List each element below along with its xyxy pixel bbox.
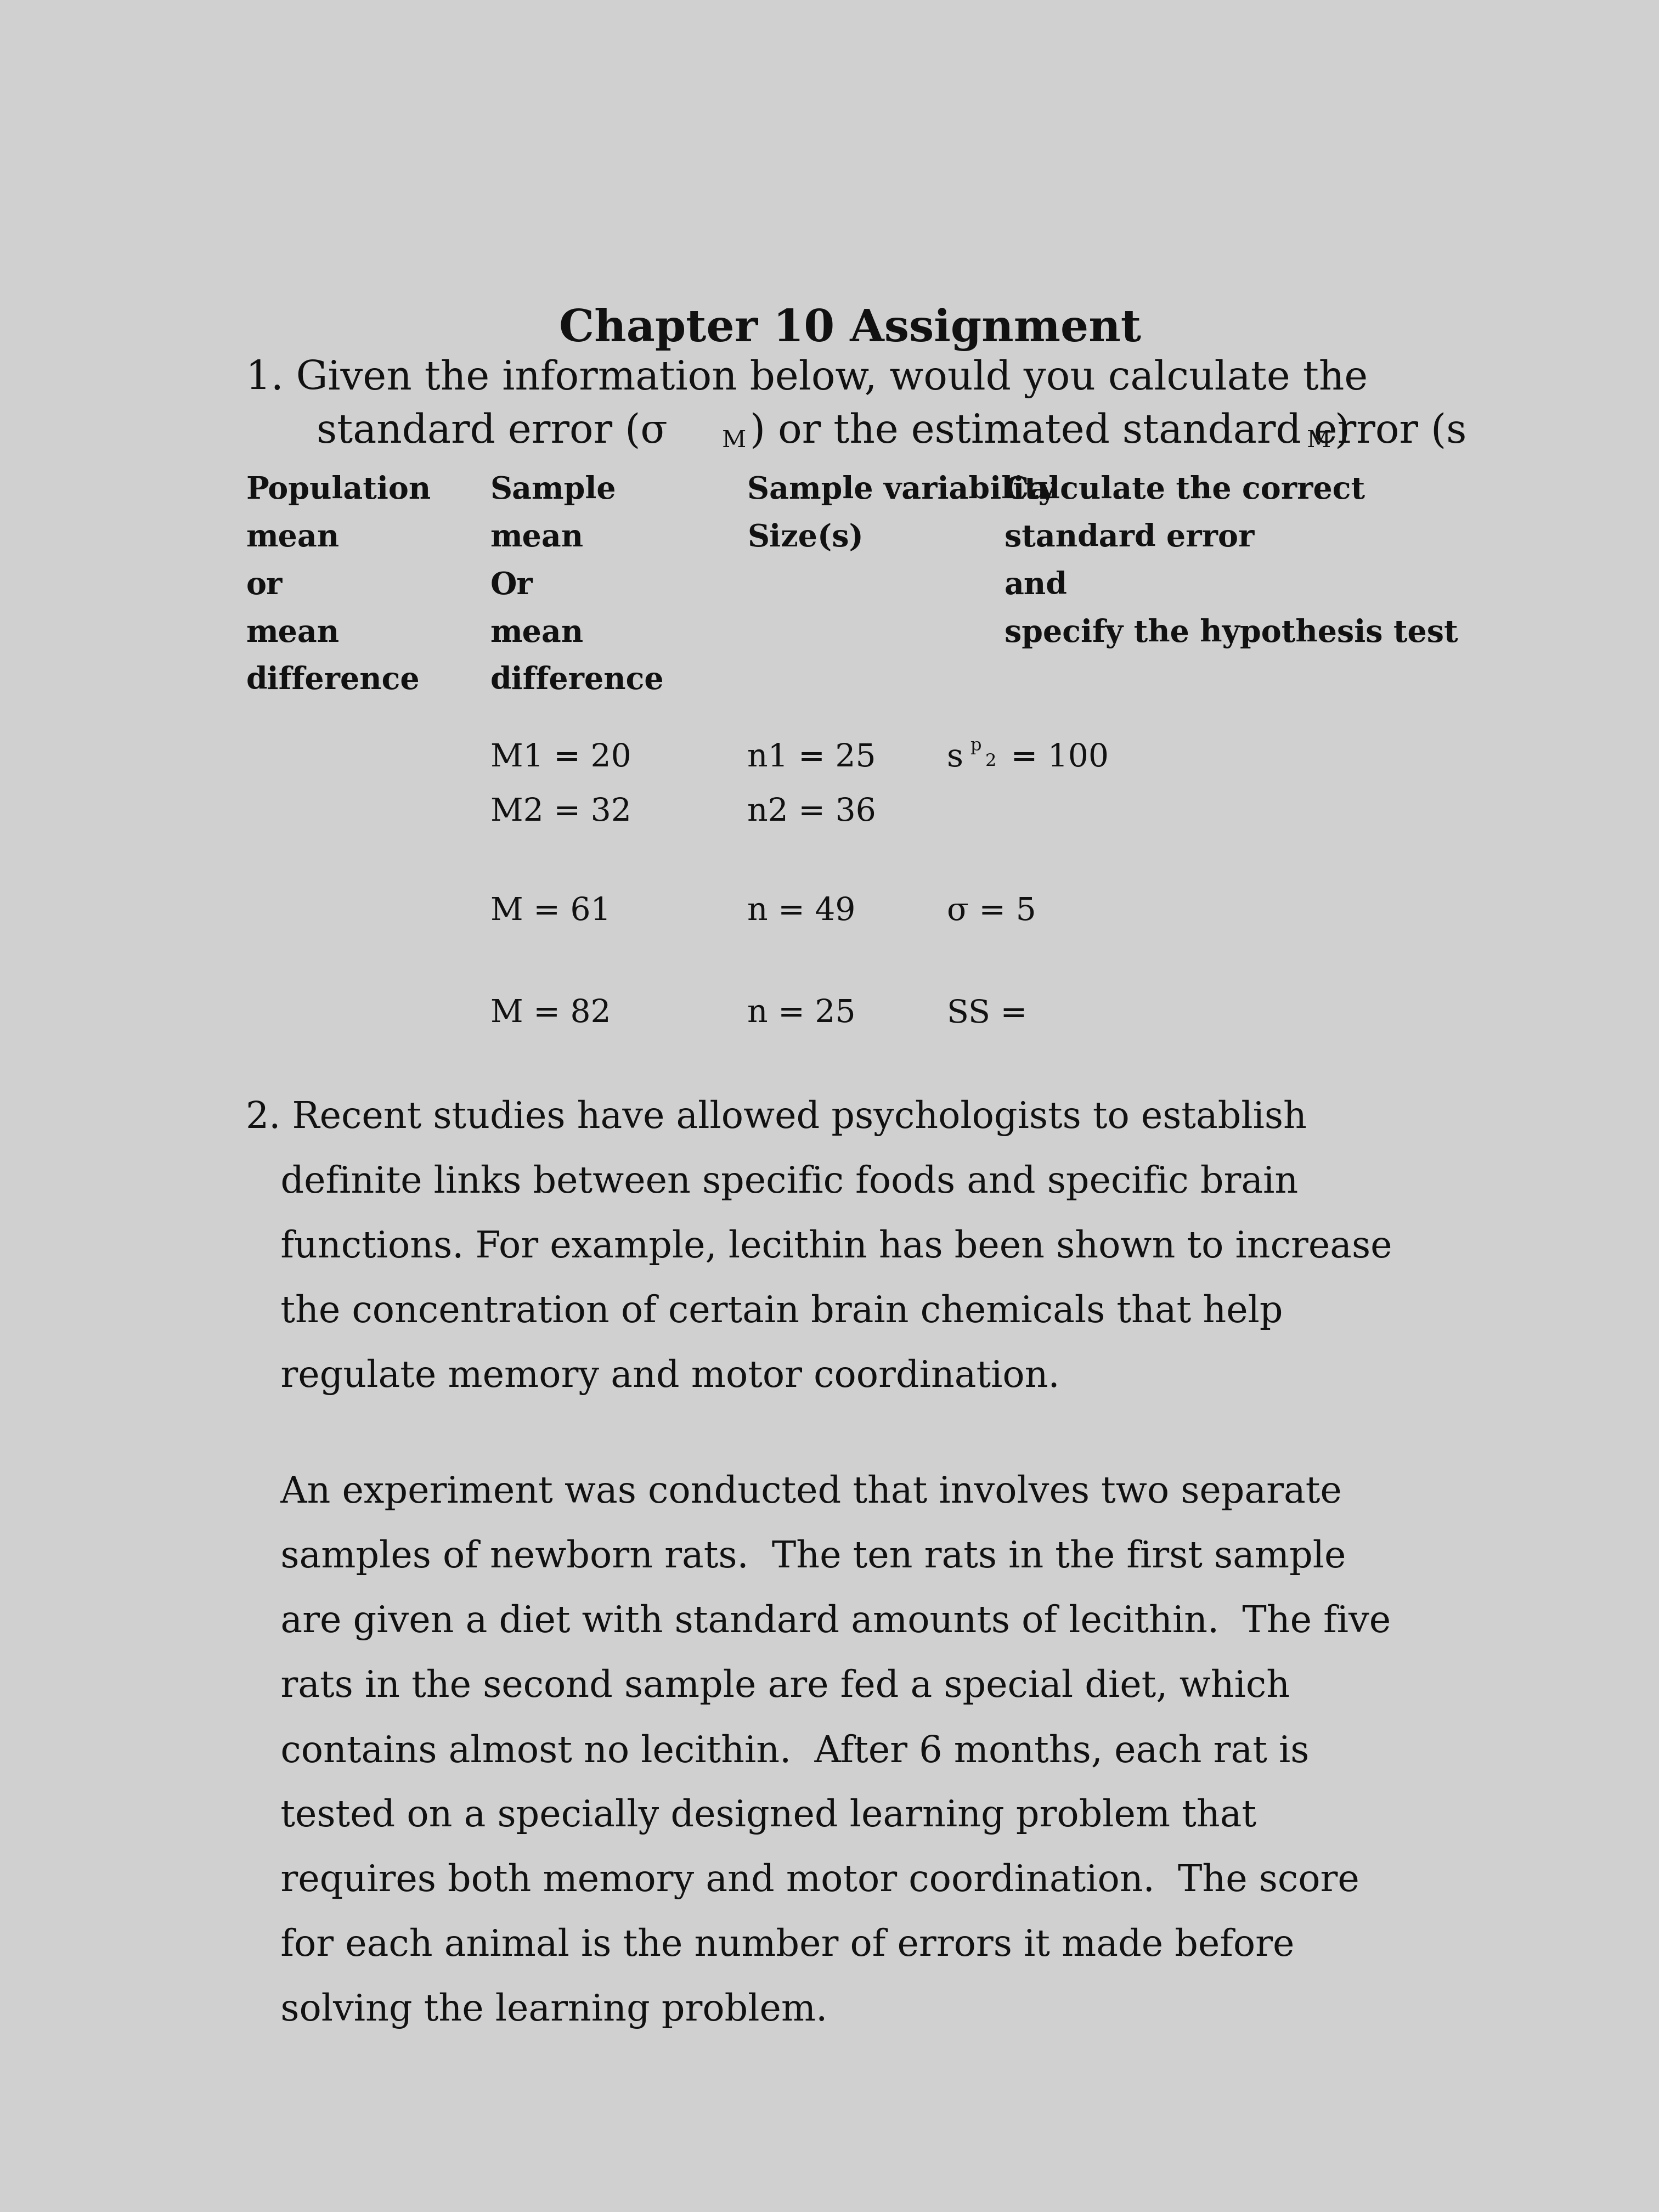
Text: tested on a specially designed learning problem that: tested on a specially designed learning …	[246, 1798, 1256, 1834]
Text: Calculate the correct: Calculate the correct	[1004, 476, 1365, 504]
Text: Sample: Sample	[491, 476, 615, 504]
Text: mean: mean	[491, 522, 584, 553]
Text: Chapter 10 Assignment: Chapter 10 Assignment	[559, 307, 1141, 352]
Text: or: or	[246, 571, 282, 599]
Text: M: M	[722, 429, 747, 451]
Text: M = 61: M = 61	[491, 896, 611, 927]
Text: difference: difference	[246, 666, 420, 697]
Text: An experiment was conducted that involves two separate: An experiment was conducted that involve…	[246, 1475, 1342, 1511]
Text: mean: mean	[246, 617, 340, 648]
Text: functions. For example, lecithin has been shown to increase: functions. For example, lecithin has bee…	[246, 1230, 1392, 1265]
Text: 2: 2	[985, 752, 997, 770]
Text: rats in the second sample are fed a special diet, which: rats in the second sample are fed a spec…	[246, 1668, 1291, 1705]
Text: are given a diet with standard amounts of lecithin.  The five: are given a diet with standard amounts o…	[246, 1604, 1390, 1641]
Text: standard error (σ: standard error (σ	[317, 411, 667, 451]
Text: s: s	[947, 743, 964, 772]
Text: p: p	[971, 737, 980, 754]
Text: ): )	[1335, 411, 1350, 451]
Text: 2. Recent studies have allowed psychologists to establish: 2. Recent studies have allowed psycholog…	[246, 1099, 1307, 1137]
Text: regulate memory and motor coordination.: regulate memory and motor coordination.	[246, 1358, 1060, 1396]
Text: contains almost no lecithin.  After 6 months, each rat is: contains almost no lecithin. After 6 mon…	[246, 1734, 1309, 1770]
Text: difference: difference	[491, 666, 664, 697]
Text: n = 49: n = 49	[747, 896, 856, 927]
Text: the concentration of certain brain chemicals that help: the concentration of certain brain chemi…	[246, 1294, 1282, 1329]
Text: standard error: standard error	[1004, 522, 1254, 553]
Text: definite links between specific foods and specific brain: definite links between specific foods an…	[246, 1166, 1299, 1201]
Text: for each animal is the number of errors it made before: for each animal is the number of errors …	[246, 1929, 1294, 1964]
Text: 1. Given the information below, would you calculate the: 1. Given the information below, would yo…	[246, 358, 1369, 398]
Text: mean: mean	[246, 522, 340, 553]
Text: samples of newborn rats.  The ten rats in the first sample: samples of newborn rats. The ten rats in…	[246, 1540, 1345, 1575]
Text: Population: Population	[246, 476, 431, 504]
Text: n = 25: n = 25	[747, 998, 856, 1029]
Text: specify the hypothesis test: specify the hypothesis test	[1004, 617, 1458, 648]
Text: n1 = 25: n1 = 25	[747, 743, 876, 772]
Text: Size(s): Size(s)	[747, 522, 864, 553]
Text: = 100: = 100	[1000, 743, 1108, 772]
Text: Sample variability: Sample variability	[747, 476, 1057, 504]
Text: M: M	[1307, 429, 1331, 451]
Text: M2 = 32: M2 = 32	[491, 796, 630, 827]
Text: requires both memory and motor coordination.  The score: requires both memory and motor coordinat…	[246, 1863, 1359, 1900]
Text: and: and	[1004, 571, 1067, 599]
Text: solving the learning problem.: solving the learning problem.	[246, 1993, 828, 2028]
Text: mean: mean	[491, 617, 584, 648]
Text: n2 = 36: n2 = 36	[747, 796, 876, 827]
Text: M1 = 20: M1 = 20	[491, 743, 630, 772]
Text: Or: Or	[491, 571, 533, 599]
Text: ) or the estimated standard error (s: ) or the estimated standard error (s	[750, 411, 1467, 451]
Text: SS =: SS =	[947, 998, 1027, 1029]
Text: M = 82: M = 82	[491, 998, 611, 1029]
Text: σ = 5: σ = 5	[947, 896, 1035, 927]
